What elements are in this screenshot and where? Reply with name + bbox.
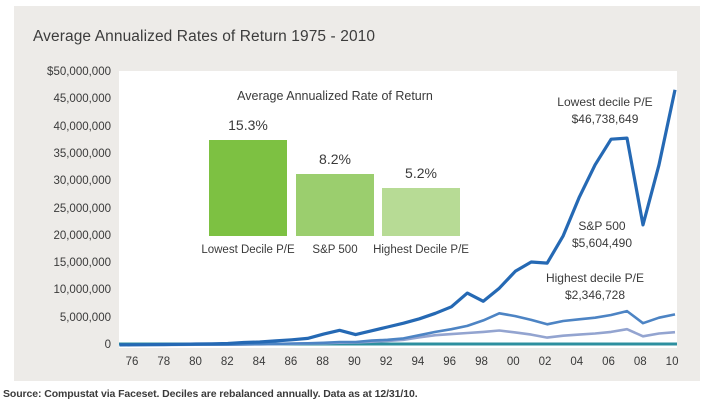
- x-axis-label: 96: [443, 356, 457, 368]
- y-axis-label: 40,000,000: [53, 120, 111, 133]
- x-axis-label: 78: [157, 356, 171, 368]
- y-axis-label: 0: [104, 339, 111, 351]
- x-axis-label: 08: [633, 356, 647, 368]
- y-axis-label: 10,000,000: [53, 284, 111, 297]
- x-axis-label: 02: [538, 356, 552, 368]
- inset-bar-value-label: 15.3%: [228, 117, 268, 133]
- line-series-0: [119, 89, 677, 347]
- y-axis-label: 35,000,000: [53, 147, 111, 160]
- annotation-label: S&P 500: [578, 219, 626, 233]
- annotation-highest-decile: Highest decile P/E $2,346,728: [546, 270, 644, 303]
- inset-bar-chart-title: Average Annualized Rate of Return: [237, 89, 433, 103]
- annotation-label: Highest decile P/E: [545, 271, 645, 285]
- inset-bar-value-label: 8.2%: [319, 151, 351, 167]
- x-axis-label: 94: [411, 356, 425, 368]
- x-axis-label: 98: [475, 356, 488, 368]
- y-axis-label: 5,000,000: [59, 311, 111, 324]
- annotation-lowest-decile: Lowest decile P/E $46,738,649: [557, 94, 652, 127]
- x-axis-label: 92: [379, 356, 393, 368]
- y-axis-label: $50,000,000: [47, 66, 111, 78]
- x-axis-label: 06: [602, 356, 615, 368]
- annotation-value: $2,346,728: [564, 287, 626, 302]
- inset-bar-0: [209, 140, 287, 236]
- inset-bar-category-label: Lowest Decile P/E: [201, 244, 295, 256]
- inset-bar-1: [296, 174, 374, 236]
- annotation-value: $5,604,490: [571, 235, 633, 250]
- line-chart: [119, 89, 677, 347]
- inset-bar-value-label: 5.2%: [405, 165, 437, 181]
- y-axis-label: 20,000,000: [53, 229, 111, 242]
- inset-bar-category-label: Highest Decile P/E: [373, 244, 469, 256]
- source-note: Source: Compustat via Faceset. Deciles a…: [3, 388, 418, 400]
- x-axis-label: 04: [570, 356, 584, 368]
- x-axis-label: 80: [189, 356, 202, 368]
- line-series-1: [119, 309, 676, 347]
- y-axis-label: 30,000,000: [53, 175, 111, 188]
- x-axis-label: 82: [220, 356, 234, 368]
- x-axis-label: 84: [252, 356, 266, 368]
- x-axis-label: 76: [125, 356, 139, 368]
- x-axis-label: 00: [506, 356, 520, 368]
- x-axis-label: 88: [316, 356, 329, 368]
- chart-card: Average Annualized Rates of Return 1975 …: [14, 6, 700, 381]
- annotation-value: $46,738,649: [571, 111, 639, 126]
- annotation-sp500: S&P 500 $5,604,490: [572, 218, 632, 251]
- x-axis-label: 10: [665, 356, 679, 368]
- page-title: Average Annualized Rates of Return 1975 …: [33, 28, 376, 45]
- x-axis-label: 90: [347, 356, 361, 368]
- y-axis-label: 15,000,000: [53, 257, 111, 270]
- y-axis-label: 45,000,000: [53, 93, 111, 106]
- x-axis-label: 86: [284, 356, 298, 368]
- inset-bar-2: [382, 188, 460, 236]
- inset-bar-category-label: S&P 500: [312, 244, 358, 256]
- y-axis-label: 25,000,000: [53, 202, 111, 215]
- annotation-label: Lowest decile P/E: [557, 95, 653, 109]
